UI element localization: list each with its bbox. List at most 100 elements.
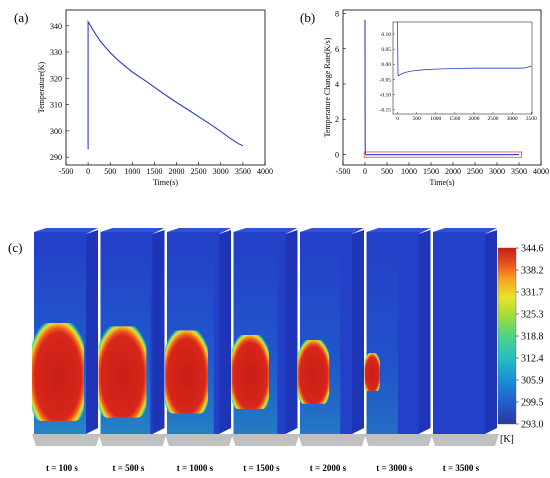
series-line xyxy=(87,20,244,150)
snapshot-5: t = 2000 s xyxy=(298,228,366,473)
inset-y-tick-label: 0.05 xyxy=(381,47,391,53)
y-tick-label: 320 xyxy=(50,74,62,83)
chart-b: -500 0 500 1000 1500 2000 2500 3000 3500 4000 0 2 4 6… xyxy=(323,10,549,187)
colorbar-tick-label: 293.0 xyxy=(521,420,544,431)
snapshot-side-face xyxy=(485,230,497,434)
colorbar-tick-label: 325.3 xyxy=(521,310,544,321)
x-axis-title: Time(s) xyxy=(429,178,454,187)
y-tick-label: 2 xyxy=(335,115,339,124)
snapshot-glow xyxy=(366,242,398,434)
x-axis-title: Time(s) xyxy=(153,178,178,187)
snapshot-time-label: t = 1500 s xyxy=(243,463,280,473)
inset-x-tick-label: 1000 xyxy=(430,116,441,122)
y-tick-label: 290 xyxy=(50,153,62,162)
y-tick-label: 6 xyxy=(335,45,339,54)
snapshot-2: t = 500 s xyxy=(98,228,167,473)
colorbar-unit: [K] xyxy=(500,434,514,445)
colorbar-tick-label: 344.6 xyxy=(521,244,544,255)
inset-x-tick-label: 0 xyxy=(396,116,399,122)
snapshot-side-face xyxy=(152,230,165,434)
snapshot-time-label: t = 3000 s xyxy=(376,463,413,473)
x-tick-label: 1000 xyxy=(401,167,417,176)
snapshot-shadow xyxy=(431,434,499,446)
snapshot-side-face xyxy=(352,230,364,434)
snapshot-shadow xyxy=(231,434,300,446)
x-tick-label: 1000 xyxy=(124,167,140,176)
inset-x-tick-label: 1500 xyxy=(449,116,460,122)
snapshot-side-face xyxy=(285,230,298,434)
colorbar-tick-label: 318.8 xyxy=(521,332,544,343)
y-axis-title: Temperature(K) xyxy=(37,61,46,113)
snapshot-3: t = 1000 s xyxy=(165,228,233,473)
x-tick-label: 1500 xyxy=(423,167,439,176)
inset-x-tick-label: 3000 xyxy=(507,116,518,122)
x-tick-label: 3000 xyxy=(213,167,229,176)
inset-y-tick-label: -0.15 xyxy=(380,107,392,113)
snapshot-hot-region xyxy=(231,335,269,409)
chart-a: -500 0 500 1000 1500 2000 2500 3000 3500 4000 290 3… xyxy=(37,9,273,187)
colorbar-tick-label: 338.2 xyxy=(521,266,544,277)
x-tick-label: 0 xyxy=(363,167,367,176)
x-tick-label: 2000 xyxy=(445,167,461,176)
x-tick-label: 0 xyxy=(86,167,90,176)
inset-x-tick-label: 2500 xyxy=(488,116,499,122)
x-tick-label: 4000 xyxy=(533,167,549,176)
colorbar-tick-label: 312.4 xyxy=(521,354,544,365)
inset-y-tick-label: 0.00 xyxy=(381,62,391,68)
snapshot-hot-region xyxy=(98,326,147,418)
x-tick-label: -500 xyxy=(59,167,74,176)
x-tick-label: 2000 xyxy=(169,167,185,176)
y-axis-title: Temperature Change Rate(K/s) xyxy=(323,37,332,137)
chart-c: t = 100 s t = 500 s t = 1000 s t = 1500 s t … xyxy=(32,228,544,473)
snapshot-time-label: t = 2000 s xyxy=(310,463,347,473)
snapshot-side-face xyxy=(219,230,231,434)
y-tick-label: 300 xyxy=(50,127,62,136)
inset-chart: 0 500 1000 1500 2000 2500 3000 3500 -0.15 -0.10 -0… xyxy=(380,21,537,122)
series-line xyxy=(364,19,520,156)
inset-y-tick-label: 0.10 xyxy=(381,32,391,38)
snapshot-side-face xyxy=(418,230,431,434)
colorbar-gradient xyxy=(497,247,517,425)
snapshot-time-label: t = 500 s xyxy=(113,463,145,473)
y-tick-label: 8 xyxy=(335,10,339,19)
panel-label-c: (c) xyxy=(8,240,22,255)
colorbar-tick-label: 305.9 xyxy=(521,376,544,387)
snapshot-shadow xyxy=(298,434,366,446)
plot-frame xyxy=(65,9,266,166)
y-tick-label: 340 xyxy=(50,22,62,31)
x-tick-label: 500 xyxy=(381,167,393,176)
x-tick-label: 2500 xyxy=(191,167,207,176)
snapshot-side-face xyxy=(86,230,98,434)
snapshot-shadow xyxy=(98,434,167,446)
snapshot-time-label: t = 100 s xyxy=(46,463,78,473)
x-tick-label: -500 xyxy=(336,167,351,176)
snapshot-front-face xyxy=(433,232,485,434)
snapshot-hot-region xyxy=(32,323,84,421)
panel-label-b: (b) xyxy=(300,10,315,25)
snapshot-4: t = 1500 s xyxy=(231,228,300,473)
y-tick-label: 330 xyxy=(50,48,62,57)
snapshot-time-label: t = 1000 s xyxy=(177,463,214,473)
colorbar: 344.6 338.2 331.7 325.3 318.8 312.4 305.9 299.5… xyxy=(497,244,544,445)
x-tick-label: 3000 xyxy=(489,167,505,176)
y-tick-label: 4 xyxy=(335,80,339,89)
snapshot-shadow xyxy=(364,434,433,446)
snapshot-shadow xyxy=(32,434,100,446)
panel-label-a: (a) xyxy=(14,10,28,25)
inset-x-tick-label: 500 xyxy=(413,116,422,122)
inset-y-tick-label: -0.05 xyxy=(380,77,392,83)
x-tick-label: 3500 xyxy=(511,167,527,176)
snapshot-1: t = 100 s xyxy=(32,228,100,473)
snapshot-7: t = 3500 s xyxy=(431,228,499,473)
x-tick-label: 3500 xyxy=(235,167,251,176)
x-tick-label: 2500 xyxy=(467,167,483,176)
x-tick-label: 500 xyxy=(104,167,116,176)
x-tick-label: 4000 xyxy=(257,167,273,176)
colorbar-tick-label: 331.7 xyxy=(521,288,544,299)
snapshot-glow xyxy=(300,242,341,434)
zoom-region-box xyxy=(363,151,522,158)
snapshot-hot-region xyxy=(364,353,380,391)
snapshot-shadow xyxy=(165,434,233,446)
snapshot-hot-region xyxy=(165,330,208,414)
inset-x-tick-label: 2000 xyxy=(468,116,479,122)
